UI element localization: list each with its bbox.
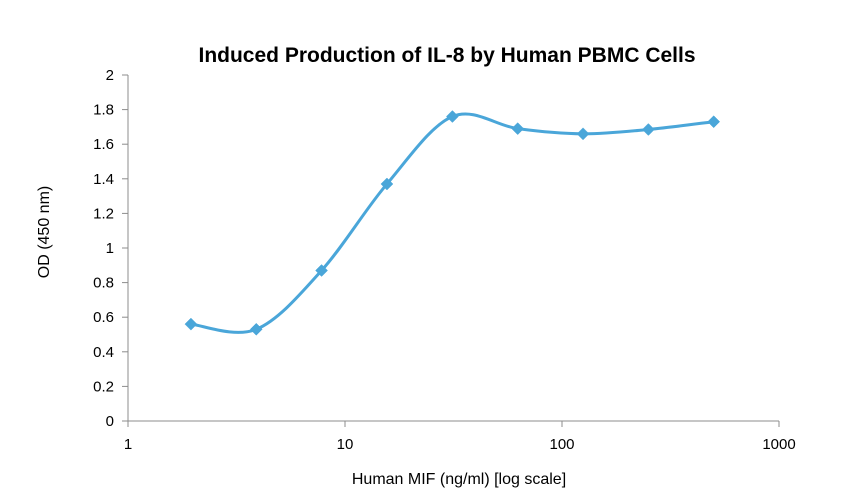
data-point-marker	[511, 122, 525, 135]
x-axis-label: Human MIF (ng/ml) [log scale]	[352, 471, 566, 488]
y-axis-label: OD (450 nm)	[36, 186, 53, 278]
series-line	[190, 112, 714, 334]
chart-title: Induced Production of IL-8 by Human PBMC…	[198, 44, 695, 67]
data-point-marker	[707, 115, 721, 129]
y-tick-label: 1.8	[93, 102, 114, 119]
x-axis: 1 10 100 1000	[124, 420, 796, 453]
data-point-marker	[641, 123, 655, 136]
data-point-marker	[315, 264, 328, 277]
data-point-marker	[446, 110, 459, 123]
data-point-marker	[380, 177, 394, 191]
y-tick-label: 0.8	[93, 275, 114, 292]
series-group	[184, 110, 721, 336]
x-tick-label: 1000	[762, 436, 795, 453]
data-point-marker	[184, 317, 198, 331]
y-tick-label: 0	[106, 413, 114, 430]
y-tick-label: 0.2	[93, 378, 114, 395]
x-tick-label: 100	[549, 436, 574, 453]
data-point-marker	[576, 127, 590, 141]
y-tick-label: 1.2	[93, 205, 114, 222]
y-tick-label: 0.6	[93, 309, 114, 326]
data-point-marker	[249, 322, 263, 336]
y-axis: 0 0.2 0.4 0.6 0.8 1 1.2 1.4 1.6 1.8 2	[93, 67, 129, 430]
y-tick-label: 1.4	[93, 171, 114, 188]
y-tick-label: 2	[106, 67, 114, 84]
y-tick-label: 1.6	[93, 136, 114, 153]
y-tick-label: 1	[106, 240, 114, 257]
x-tick-label: 1	[124, 436, 132, 453]
y-tick-label: 0.4	[93, 344, 114, 361]
x-tick-label: 10	[337, 436, 354, 453]
